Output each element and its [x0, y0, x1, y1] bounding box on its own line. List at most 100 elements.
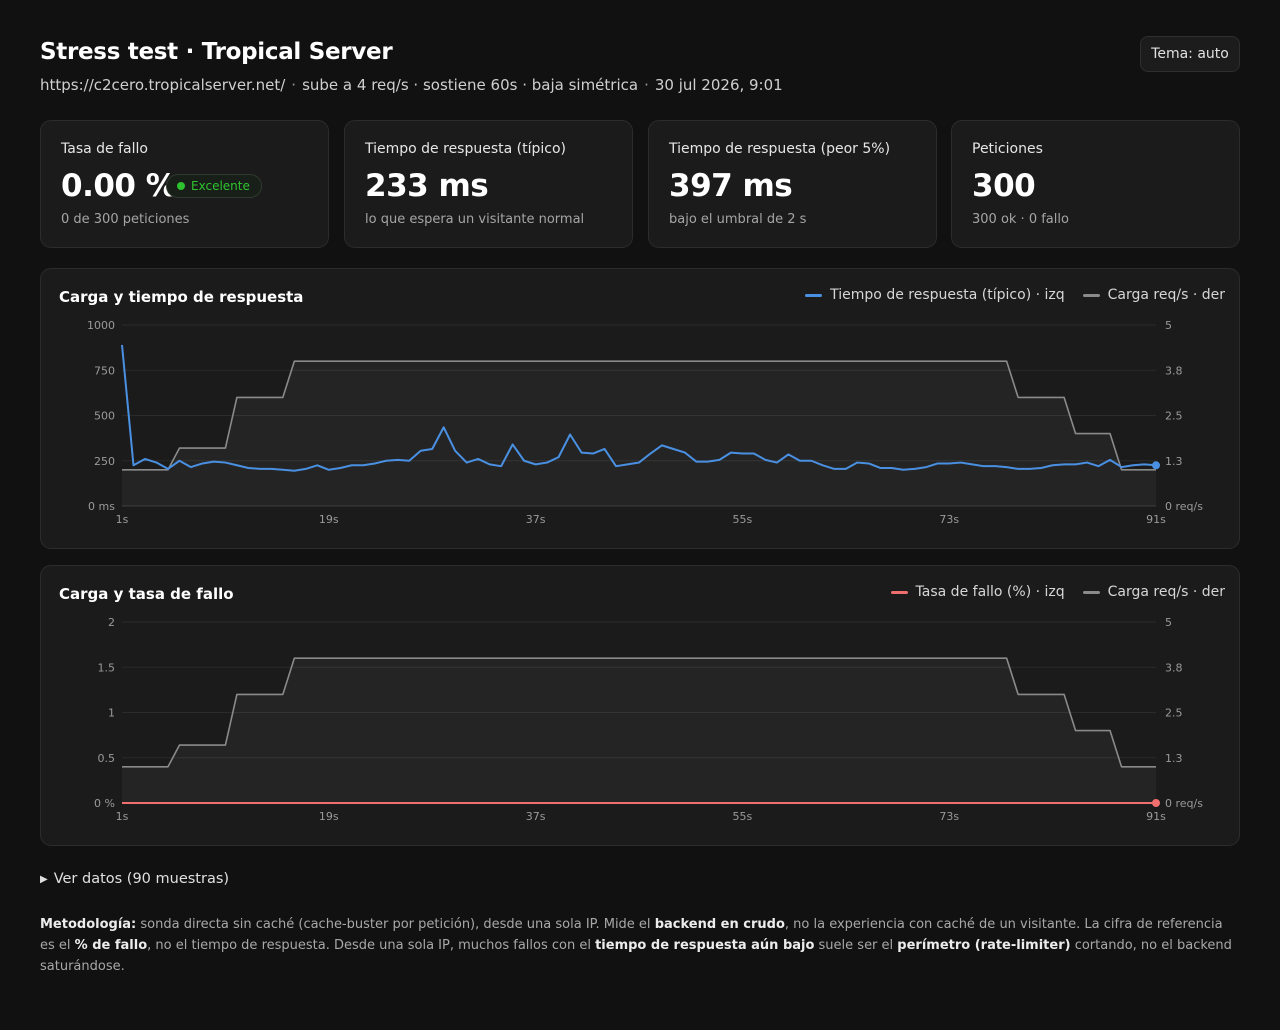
methodology-text: cortando, no el backend saturándose. — [40, 938, 1232, 974]
load-series-line — [122, 657, 1156, 768]
load-failure-chart-panel: Carga y tasa de fallo Tasa de fallo (%) … — [40, 565, 1240, 846]
x-tick-label: 91s — [1146, 513, 1166, 526]
legend-swatch — [1082, 293, 1100, 297]
legend-item-load[interactable]: Carga req/s · der — [1082, 584, 1225, 600]
test-datetime: 30 jul 2026, 9:01 — [654, 76, 783, 94]
y-left-tick-label: 250 — [94, 455, 115, 468]
x-tick-label: 37s — [526, 810, 546, 823]
legend-swatch — [805, 293, 823, 297]
y-right-tick-label: 5 — [1165, 319, 1172, 332]
y-left-tick-label: 0 % — [94, 797, 115, 810]
theme-toggle-button[interactable]: Tema: auto — [1140, 36, 1240, 72]
card-label: Tiempo de respuesta (típico) — [365, 141, 566, 157]
x-tick-label: 1s — [116, 810, 129, 823]
card-label: Tiempo de respuesta (peor 5%) — [669, 141, 891, 157]
status-badge: Excelente — [166, 174, 262, 198]
y-right-tick-label: 5 — [1165, 616, 1172, 629]
requests-card: Peticiones 300 300 ok · 0 fallo — [951, 120, 1240, 248]
page-title: Stress test · Tropical Server — [40, 39, 393, 65]
y-left-tick-label: 750 — [94, 364, 115, 377]
x-tick-label: 19s — [319, 810, 339, 823]
load-area — [122, 361, 1156, 506]
last-point-marker — [1152, 461, 1160, 470]
legend-label: Tasa de fallo (%) · izq — [915, 584, 1065, 600]
y-left-tick-label: 2 — [108, 616, 115, 629]
load-response-chart-panel: Carga y tiempo de respuesta Tiempo de re… — [40, 268, 1240, 549]
x-tick-label: 37s — [526, 513, 546, 526]
card-subtext: 300 ok · 0 fallo — [972, 212, 1069, 227]
card-label: Peticiones — [972, 141, 1043, 157]
load-profile: sube a 4 req/s · sostiene 60s · baja sim… — [302, 76, 639, 94]
x-tick-label: 19s — [319, 513, 339, 526]
x-tick-label: 55s — [733, 810, 753, 823]
card-value: 300 — [972, 168, 1036, 204]
separator: · — [644, 76, 649, 94]
typical-response-card: Tiempo de respuesta (típico) 233 ms lo q… — [344, 120, 633, 248]
card-subtext: lo que espera un visitante normal — [365, 212, 585, 227]
methodology-emphasis: tiempo de respuesta aún bajo — [595, 938, 815, 953]
y-right-tick-label: 3.8 — [1165, 364, 1183, 377]
x-tick-label: 73s — [939, 810, 959, 823]
methodology-emphasis: perímetro (rate-limiter) — [897, 938, 1071, 953]
status-dot-icon — [177, 182, 185, 190]
x-tick-label: 55s — [733, 513, 753, 526]
card-subtext: bajo el umbral de 2 s — [669, 212, 807, 227]
y-left-tick-label: 500 — [94, 410, 115, 423]
header: Stress test · Tropical Server https://c2… — [40, 0, 1240, 120]
separator: · — [291, 76, 297, 94]
view-data-toggle[interactable]: ▶ Ver datos (90 muestras) — [40, 871, 229, 887]
y-right-tick-label: 0 req/s — [1165, 797, 1203, 810]
legend-item-response-time[interactable]: Tiempo de respuesta (típico) · izq — [805, 287, 1065, 303]
y-left-tick-label: 1000 — [87, 319, 115, 332]
summary-cards: Tasa de fallo 0.00 % Excelente 0 de 300 … — [40, 120, 1240, 248]
primary-series-line — [121, 344, 1157, 472]
x-tick-label: 1s — [116, 513, 129, 526]
chart-legend: Tasa de fallo (%) · izq Carga req/s · de… — [890, 584, 1225, 600]
load-series-line — [122, 360, 1156, 471]
card-value: 233 ms — [365, 168, 489, 204]
chart-title: Carga y tasa de fallo — [59, 585, 234, 603]
y-right-tick-label: 0 req/s — [1165, 500, 1203, 513]
last-point-marker — [1152, 799, 1160, 807]
disclosure-triangle-icon: ▶ — [40, 873, 48, 885]
page: Stress test · Tropical Server https://c2… — [40, 0, 1240, 974]
methodology-text: suele ser el — [814, 938, 898, 953]
card-value: 0.00 % — [61, 168, 177, 204]
chart-legend: Tiempo de respuesta (típico) · izq Carga… — [805, 287, 1225, 303]
view-data-label: Ver datos (90 muestras) — [53, 871, 230, 887]
legend-label: Tiempo de respuesta (típico) · izq — [830, 287, 1065, 303]
chart-title: Carga y tiempo de respuesta — [59, 288, 304, 306]
y-right-tick-label: 1.3 — [1165, 752, 1183, 765]
methodology-emphasis: % de fallo — [74, 938, 148, 953]
y-right-tick-label: 3.8 — [1165, 661, 1183, 674]
load-failure-chart: 0 % 0 req/s 0.5 1.3 1 2.5 1.5 3.8 2 5 1s 19s 37s 55s 7… — [94, 616, 1203, 823]
legend-item-load[interactable]: Carga req/s · der — [1082, 287, 1225, 303]
load-area — [122, 658, 1156, 803]
x-tick-label: 91s — [1146, 810, 1166, 823]
methodology-text: , no el tiempo de respuesta. Desde una s… — [147, 938, 596, 953]
status-badge-label: Excelente — [191, 179, 250, 193]
card-subtext: 0 de 300 peticiones — [61, 212, 190, 227]
card-value: 397 ms — [669, 168, 793, 204]
methodology-emphasis: backend en crudo — [654, 917, 785, 932]
card-label: Tasa de fallo — [61, 141, 148, 157]
test-subtitle: https://c2cero.tropicalserver.net/ · sube … — [40, 76, 783, 94]
x-tick-label: 73s — [939, 513, 959, 526]
y-right-tick-label: 2.5 — [1165, 707, 1183, 720]
legend-swatch — [890, 590, 908, 594]
legend-label: Carga req/s · der — [1107, 287, 1225, 303]
legend-label: Carga req/s · der — [1107, 584, 1225, 600]
methodology-text: , no la experiencia con caché de un visi… — [40, 917, 1223, 953]
y-left-tick-label: 0 ms — [88, 500, 115, 513]
failure-rate-card: Tasa de fallo 0.00 % Excelente 0 de 300 … — [40, 120, 329, 248]
load-response-chart: 0 ms 0 req/s 250 1.3 500 2.5 750 3.8 1000 5 1s 19s 3… — [87, 319, 1203, 526]
legend-swatch — [1082, 590, 1100, 594]
methodology-text: sonda directa sin caché (cache-buster po… — [136, 917, 655, 932]
y-left-tick-label: 0.5 — [98, 752, 116, 765]
legend-item-failure-rate[interactable]: Tasa de fallo (%) · izq — [890, 584, 1065, 600]
methodology-note: Metodología: sonda directa sin caché (ca… — [40, 914, 1240, 977]
worst-response-card: Tiempo de respuesta (peor 5%) 397 ms baj… — [648, 120, 937, 248]
methodology-lead: Metodología: — [40, 917, 137, 932]
y-right-tick-label: 2.5 — [1165, 410, 1183, 423]
y-left-tick-label: 1 — [108, 707, 115, 720]
